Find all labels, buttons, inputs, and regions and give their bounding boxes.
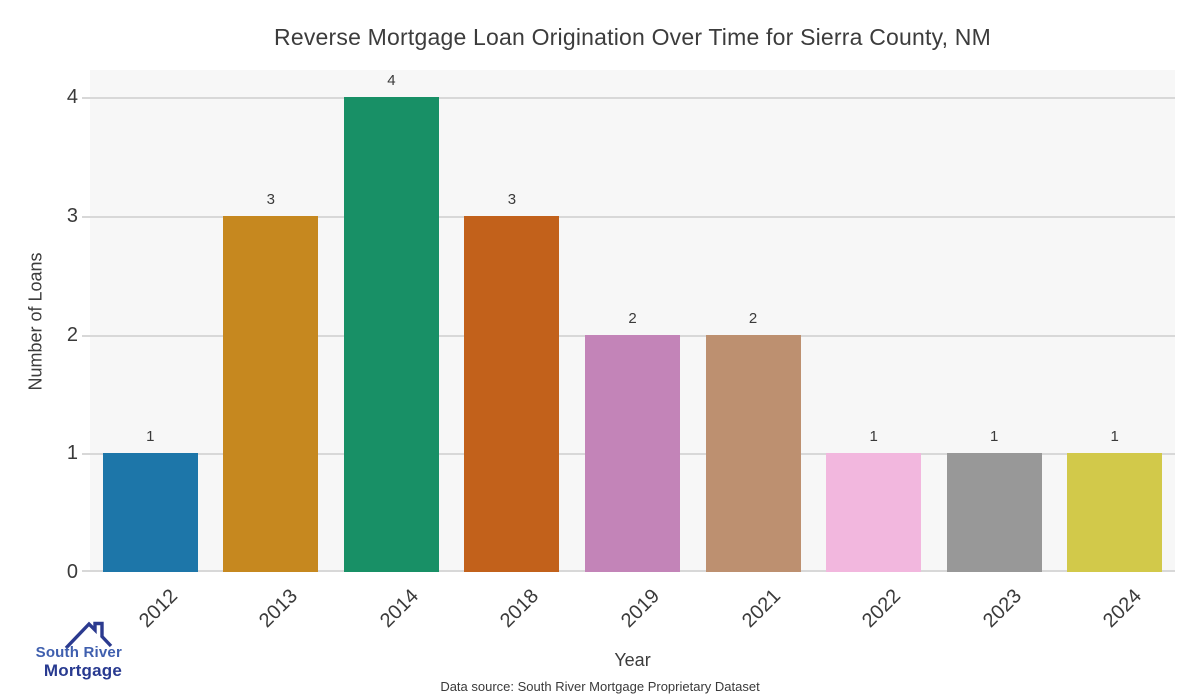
x-tick-label-2014: 2014 xyxy=(375,585,423,633)
bar-2013 xyxy=(223,215,319,572)
x-tick-label-2021: 2021 xyxy=(737,585,785,633)
logo-south-river-mortgage: South River Mortgage xyxy=(18,612,128,687)
house-roof-icon xyxy=(64,621,113,649)
bar-value-label-2023: 1 xyxy=(989,428,999,446)
logo-text-line2: Mortgage xyxy=(43,661,122,680)
bar-2021 xyxy=(705,334,801,572)
gridline-y-3 xyxy=(90,215,1175,218)
bar-2012 xyxy=(102,453,198,572)
logo-text-line1: South River xyxy=(35,644,122,661)
x-tick-label-2024: 2024 xyxy=(1099,585,1147,633)
y-tick-label-2: 2 xyxy=(66,323,78,346)
bar-2018 xyxy=(464,215,560,572)
bar-2023 xyxy=(946,453,1042,572)
y-tick-label-4: 4 xyxy=(66,86,78,109)
x-tick-label-2022: 2022 xyxy=(858,585,906,633)
bar-value-label-2022: 1 xyxy=(869,428,878,446)
bar-2024 xyxy=(1067,453,1163,572)
bar-value-label-2024: 1 xyxy=(1110,428,1119,446)
x-axis-label: Year xyxy=(614,650,651,670)
bar-2022 xyxy=(826,453,922,572)
y-tick-mark-0 xyxy=(82,570,90,572)
data-source-note: Data source: South River Mortgage Propri… xyxy=(440,679,760,694)
x-tick-label-2019: 2019 xyxy=(617,585,665,633)
gridline-y-4 xyxy=(90,97,1175,100)
x-tick-label-2012: 2012 xyxy=(134,585,182,633)
bar-value-label-2018: 3 xyxy=(507,190,517,208)
bar-value-label-2013: 3 xyxy=(266,190,275,208)
x-tick-label-2023: 2023 xyxy=(978,585,1026,633)
y-tick-label-0: 0 xyxy=(66,561,78,583)
y-tick-label-1: 1 xyxy=(66,442,78,465)
y-tick-mark-1 xyxy=(82,453,90,456)
y-tick-mark-3 xyxy=(82,215,90,218)
bar-2019 xyxy=(585,334,680,572)
y-tick-mark-2 xyxy=(82,334,90,337)
bar-value-label-2014: 4 xyxy=(387,72,396,90)
bar-value-label-2019: 2 xyxy=(628,309,637,327)
bar-value-label-2021: 2 xyxy=(748,309,758,327)
x-tick-label-2013: 2013 xyxy=(255,585,303,633)
bar-2014 xyxy=(343,97,439,572)
y-tick-mark-4 xyxy=(82,97,90,100)
bar-value-label-2012: 1 xyxy=(146,428,155,446)
x-tick-label-2018: 2018 xyxy=(496,585,544,633)
chart-title: Reverse Mortgage Loan Origination Over T… xyxy=(274,24,991,50)
y-axis-label: Number of Loans xyxy=(25,252,46,391)
y-tick-label-3: 3 xyxy=(66,204,78,227)
plot-area xyxy=(90,70,1175,572)
